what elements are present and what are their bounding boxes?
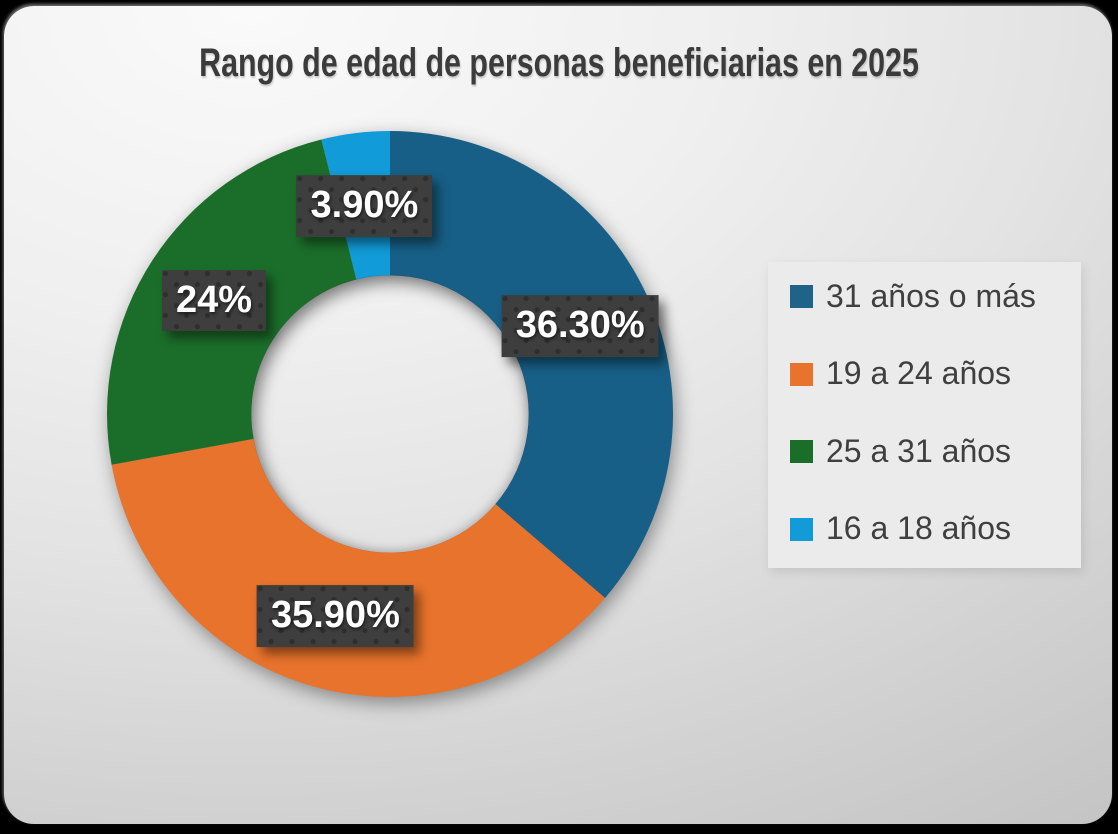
data-label-2: 24% — [162, 270, 266, 332]
legend-swatch-1 — [790, 362, 813, 386]
legend-swatch-2 — [790, 440, 813, 464]
data-label-3: 3.90% — [297, 175, 433, 237]
pie-slice-0[interactable] — [390, 131, 674, 598]
legend-item-1[interactable]: 19 a 24 años — [790, 357, 1073, 391]
legend-label-0: 31 años o más — [826, 278, 1036, 314]
legend: 31 años o más 19 a 24 años 25 a 31 años … — [768, 262, 1081, 568]
data-label-0: 36.30% — [502, 296, 659, 358]
pie-slice-1[interactable] — [111, 438, 606, 697]
legend-item-3[interactable]: 16 a 18 años — [790, 512, 1073, 546]
data-label-1: 35.90% — [257, 585, 414, 647]
legend-item-0[interactable]: 31 años o más — [790, 278, 1073, 314]
legend-label-1: 19 a 24 años — [826, 355, 1012, 392]
legend-swatch-0 — [790, 285, 813, 309]
legend-label-3: 16 a 18 años — [826, 510, 1012, 547]
legend-label-2: 25 a 31 años — [826, 432, 1012, 469]
legend-swatch-3 — [790, 517, 813, 541]
legend-item-2[interactable]: 25 a 31 años — [790, 432, 1073, 469]
chart-title: Rango de edad de personas beneficiarias … — [199, 41, 919, 85]
